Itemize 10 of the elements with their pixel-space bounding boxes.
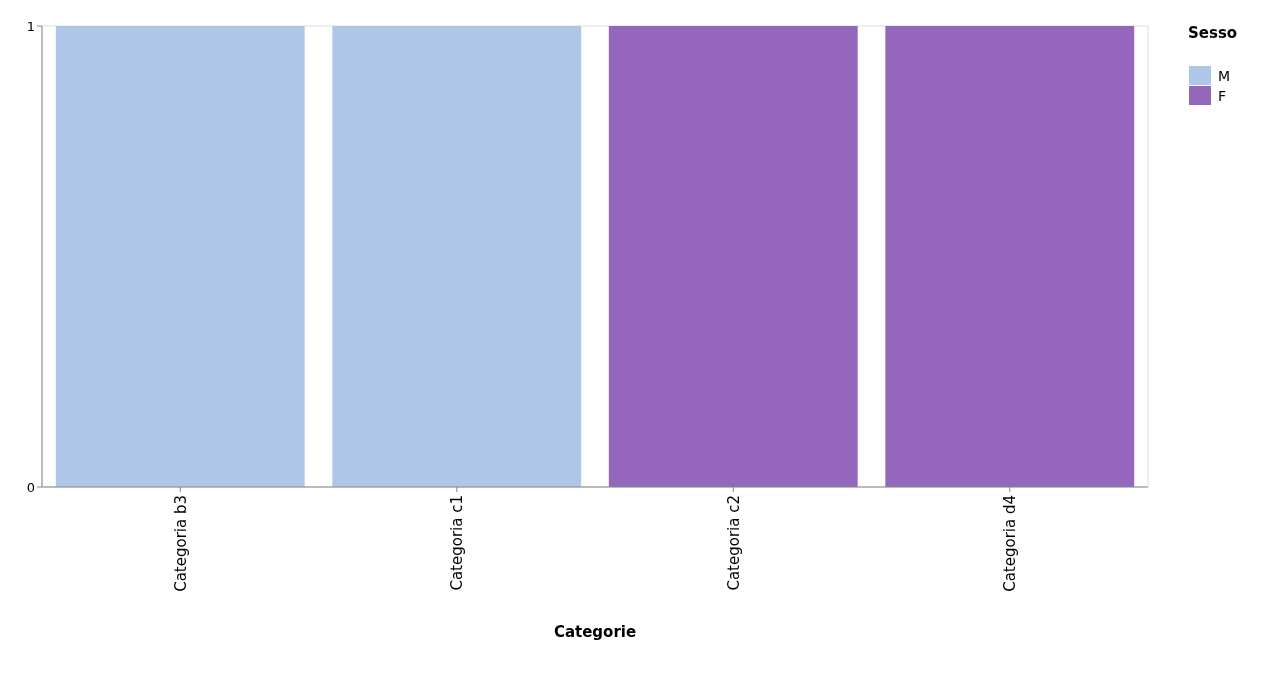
x-axis-title: Categorie [553,623,637,641]
x-tick-label: Categoria c1 [448,495,466,591]
x-tick-label: Categoria d4 [1001,495,1019,592]
legend-title: Sesso [1188,24,1238,42]
y-tick-label: 1 [26,18,35,34]
y-tick-label: 0 [26,479,35,495]
legend-label: M [1218,67,1231,84]
legend-label: F [1218,87,1227,104]
x-tick-label: Categoria b3 [171,495,190,592]
x-tick-label: Categoria c2 [724,495,743,591]
